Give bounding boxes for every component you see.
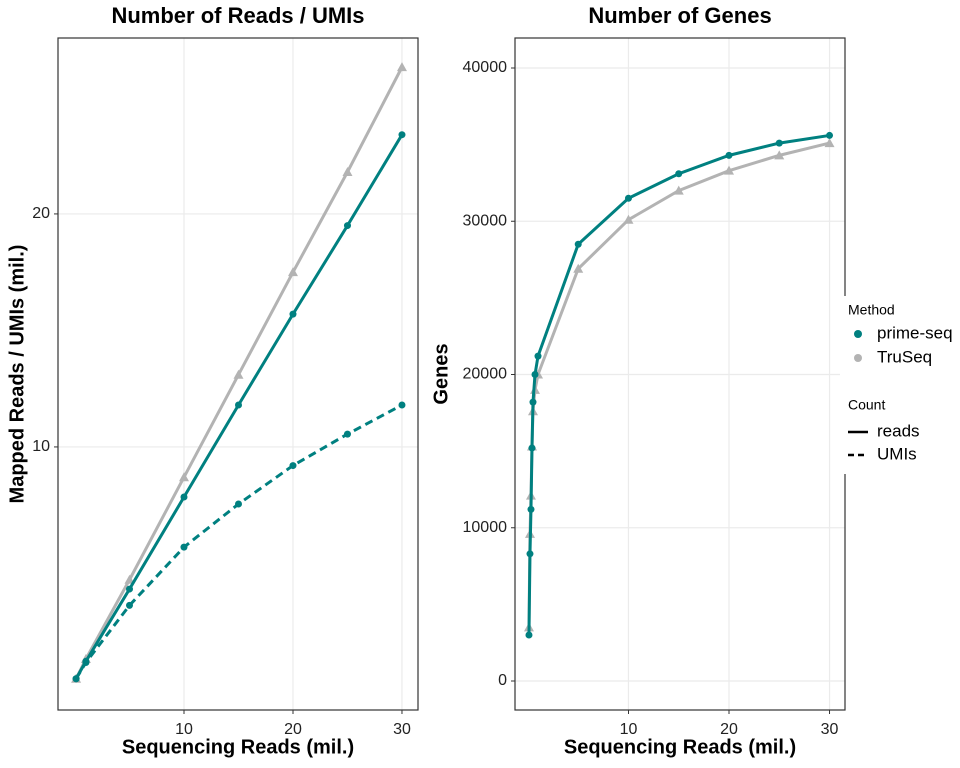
point	[526, 550, 534, 558]
point	[724, 165, 735, 175]
legend-key	[854, 330, 862, 338]
y-tick-label: 20000	[463, 366, 508, 383]
y-axis-label: Mapped Reads / UMIs (mil.)	[6, 245, 28, 504]
x-tick-label: 20	[720, 721, 738, 738]
point	[525, 631, 533, 639]
panel: 10 20 10 20 30 Number of Reads / UMIs Sequenci…	[6, 3, 419, 758]
x-tick-label: 20	[284, 721, 302, 738]
point	[125, 601, 133, 609]
point	[675, 170, 683, 178]
legend: Method prime-seq TruSeq Count reads UMIs	[840, 296, 960, 474]
legend-title: Method	[848, 302, 895, 318]
point	[234, 500, 242, 508]
point	[534, 352, 542, 360]
panel: 0 10000 20000 30000 40000 10 20 30 Number of Gen…	[430, 3, 846, 758]
x-tick-label: 30	[821, 721, 839, 738]
point	[124, 574, 135, 584]
y-tick-label: 30000	[463, 212, 508, 229]
point	[774, 150, 785, 160]
legend-label: UMIs	[877, 444, 917, 463]
point	[82, 658, 90, 666]
point	[826, 131, 834, 139]
x-axis-label: Sequencing Reads (mil.)	[564, 736, 796, 758]
fit-line	[527, 141, 830, 628]
point	[72, 675, 80, 683]
fit-line	[74, 403, 403, 680]
point	[531, 371, 539, 379]
point	[574, 240, 582, 248]
point	[398, 401, 406, 409]
y-tick-label: 0	[498, 672, 507, 689]
plot-frame	[57, 37, 419, 711]
legend-label: prime-seq	[877, 323, 953, 342]
point	[287, 267, 298, 277]
chart-title: Number of Genes	[588, 3, 771, 28]
point	[343, 222, 351, 230]
point	[396, 62, 407, 72]
point	[528, 444, 536, 452]
legend-label: TruSeq	[877, 347, 932, 366]
x-axis-label: Sequencing Reads (mil.)	[122, 736, 354, 758]
point	[623, 214, 634, 224]
point	[624, 194, 632, 202]
point	[289, 310, 297, 318]
legend-background	[840, 296, 960, 474]
x-tick-label: 30	[393, 721, 411, 738]
y-tick-label: 40000	[463, 59, 508, 76]
x-tick-label: 10	[620, 721, 638, 738]
fit-line	[74, 133, 404, 680]
point	[233, 369, 244, 379]
legend-label: reads	[877, 421, 920, 440]
point	[178, 472, 189, 482]
fit-line	[74, 66, 404, 680]
legend-key	[854, 354, 862, 362]
point	[234, 401, 242, 409]
point	[527, 505, 535, 513]
point	[125, 585, 133, 593]
point	[824, 138, 835, 148]
point	[573, 263, 584, 273]
chart-title: Number of Reads / UMIs	[111, 3, 364, 28]
point	[342, 166, 353, 176]
y-axis-label: Genes	[430, 343, 452, 404]
point	[180, 543, 188, 551]
point	[398, 131, 406, 139]
point	[343, 430, 351, 438]
point	[289, 462, 297, 470]
legend-title: Count	[848, 397, 885, 413]
point	[775, 139, 783, 147]
y-tick-label: 10	[32, 438, 50, 455]
point	[529, 398, 537, 406]
y-tick-label: 20	[32, 205, 50, 222]
point	[673, 185, 684, 195]
y-tick-label: 10000	[463, 519, 508, 536]
fit-line	[527, 133, 830, 636]
point	[180, 493, 188, 501]
x-tick-label: 10	[175, 721, 193, 738]
point	[725, 151, 733, 159]
